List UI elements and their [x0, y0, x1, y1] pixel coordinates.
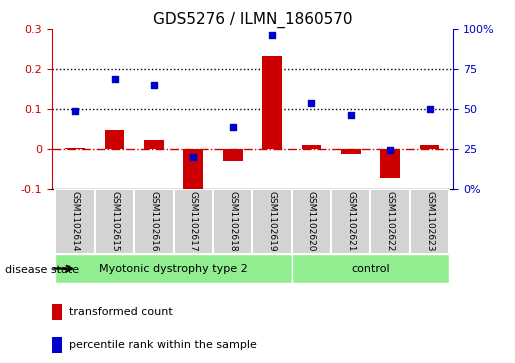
Bar	[302, 145, 321, 149]
Bar	[105, 130, 124, 149]
Text: GSM1102619: GSM1102619	[267, 191, 277, 252]
FancyBboxPatch shape	[410, 189, 449, 254]
Point	[189, 154, 197, 160]
FancyBboxPatch shape	[95, 189, 134, 254]
Text: transformed count: transformed count	[69, 307, 173, 317]
Text: percentile rank within the sample: percentile rank within the sample	[69, 340, 257, 350]
FancyBboxPatch shape	[213, 189, 252, 254]
Point	[71, 108, 79, 114]
Point	[425, 106, 434, 112]
FancyBboxPatch shape	[134, 189, 174, 254]
Title: GDS5276 / ILMN_1860570: GDS5276 / ILMN_1860570	[152, 12, 352, 28]
Text: GSM1102616: GSM1102616	[149, 191, 159, 252]
Point	[110, 76, 118, 82]
Bar	[65, 148, 85, 149]
Bar	[52, 337, 62, 353]
FancyBboxPatch shape	[252, 189, 291, 254]
Bar	[420, 145, 439, 149]
Text: GSM1102618: GSM1102618	[228, 191, 237, 252]
Text: control: control	[351, 264, 390, 274]
Point	[229, 124, 237, 130]
Bar	[223, 149, 243, 161]
FancyBboxPatch shape	[291, 189, 331, 254]
Text: GSM1102615: GSM1102615	[110, 191, 119, 252]
Point	[347, 112, 355, 118]
Bar	[262, 56, 282, 149]
Bar	[144, 140, 164, 149]
FancyBboxPatch shape	[174, 189, 213, 254]
Text: GSM1102621: GSM1102621	[346, 191, 355, 252]
Point	[386, 147, 394, 152]
Text: GSM1102622: GSM1102622	[386, 191, 394, 252]
FancyBboxPatch shape	[56, 254, 291, 283]
Text: GSM1102620: GSM1102620	[307, 191, 316, 252]
FancyBboxPatch shape	[56, 189, 95, 254]
FancyBboxPatch shape	[331, 189, 370, 254]
Bar	[341, 149, 360, 154]
Text: GSM1102623: GSM1102623	[425, 191, 434, 252]
Bar	[183, 149, 203, 199]
Text: GSM1102617: GSM1102617	[189, 191, 198, 252]
Bar	[52, 304, 62, 320]
Text: disease state: disease state	[5, 265, 79, 276]
Text: Myotonic dystrophy type 2: Myotonic dystrophy type 2	[99, 264, 248, 274]
FancyBboxPatch shape	[291, 254, 449, 283]
FancyBboxPatch shape	[370, 189, 410, 254]
Point	[268, 32, 276, 38]
Text: GSM1102614: GSM1102614	[71, 191, 80, 252]
Point	[150, 82, 158, 88]
Point	[307, 100, 316, 106]
Bar	[381, 149, 400, 178]
